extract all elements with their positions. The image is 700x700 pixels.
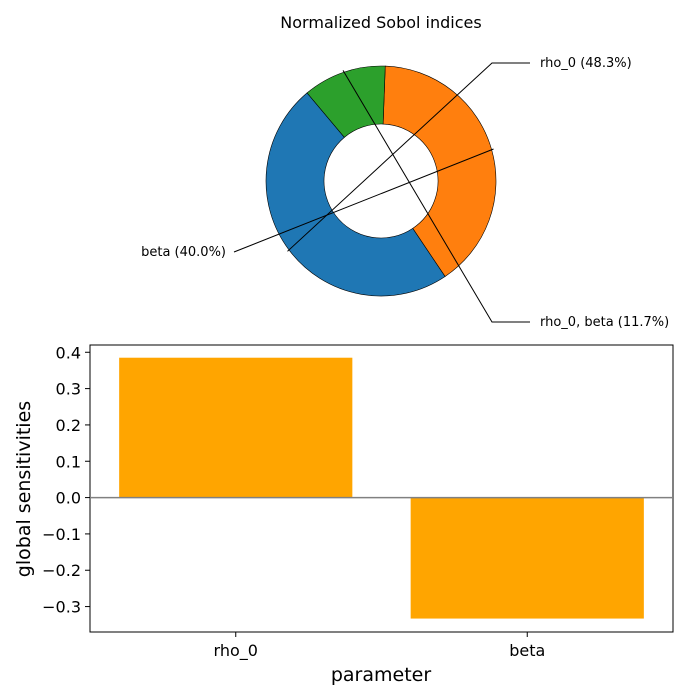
- x-axis-ticks: rho_0 beta: [214, 632, 545, 661]
- slice-label-beta: beta (40.0%): [141, 245, 226, 260]
- slice-label-interaction: rho_0, beta (11.7%): [540, 315, 669, 330]
- bar-marks: [119, 357, 644, 619]
- slice-label-rho0: rho_0 (48.3%): [540, 56, 632, 71]
- x-axis-title: parameter: [331, 664, 431, 686]
- slice-beta: [382, 65, 497, 277]
- pie-leader-lines: [233, 62, 530, 323]
- y-tick-label: −0.1: [42, 525, 81, 544]
- y-tick-label: 0.0: [56, 489, 81, 508]
- x-tick-label: beta: [509, 641, 545, 660]
- donut-chart: Normalized Sobol indices rho_0 (48.3%) b…: [141, 13, 669, 330]
- y-tick-label: 0.2: [56, 416, 81, 435]
- y-axis-title: global sensitivities: [13, 401, 35, 577]
- bar-rho_0: [119, 357, 353, 498]
- y-axis-ticks: 0.4 0.3 0.2 0.1 0.0 −0.1 −0.2 −0.3: [42, 343, 90, 617]
- bar-beta: [410, 497, 644, 619]
- pie-title: Normalized Sobol indices: [280, 13, 481, 32]
- y-tick-label: −0.2: [42, 561, 81, 580]
- y-tick-label: 0.1: [56, 452, 81, 471]
- y-tick-label: 0.3: [56, 380, 81, 399]
- bar-plot-area: [89, 344, 674, 633]
- slice-interaction: [306, 65, 386, 138]
- leader-line: [233, 148, 494, 253]
- bar-chart: 0.4 0.3 0.2 0.1 0.0 −0.1 −0.2 −0.3 rho_0 beta pa…: [13, 343, 674, 686]
- slice-rho0: [265, 92, 446, 297]
- x-tick-label: rho_0: [214, 641, 258, 661]
- leader-line: [287, 62, 530, 252]
- pie-slices: [265, 65, 497, 297]
- leader-line: [342, 70, 530, 323]
- y-tick-label: −0.3: [42, 598, 81, 617]
- y-tick-label: 0.4: [56, 343, 81, 362]
